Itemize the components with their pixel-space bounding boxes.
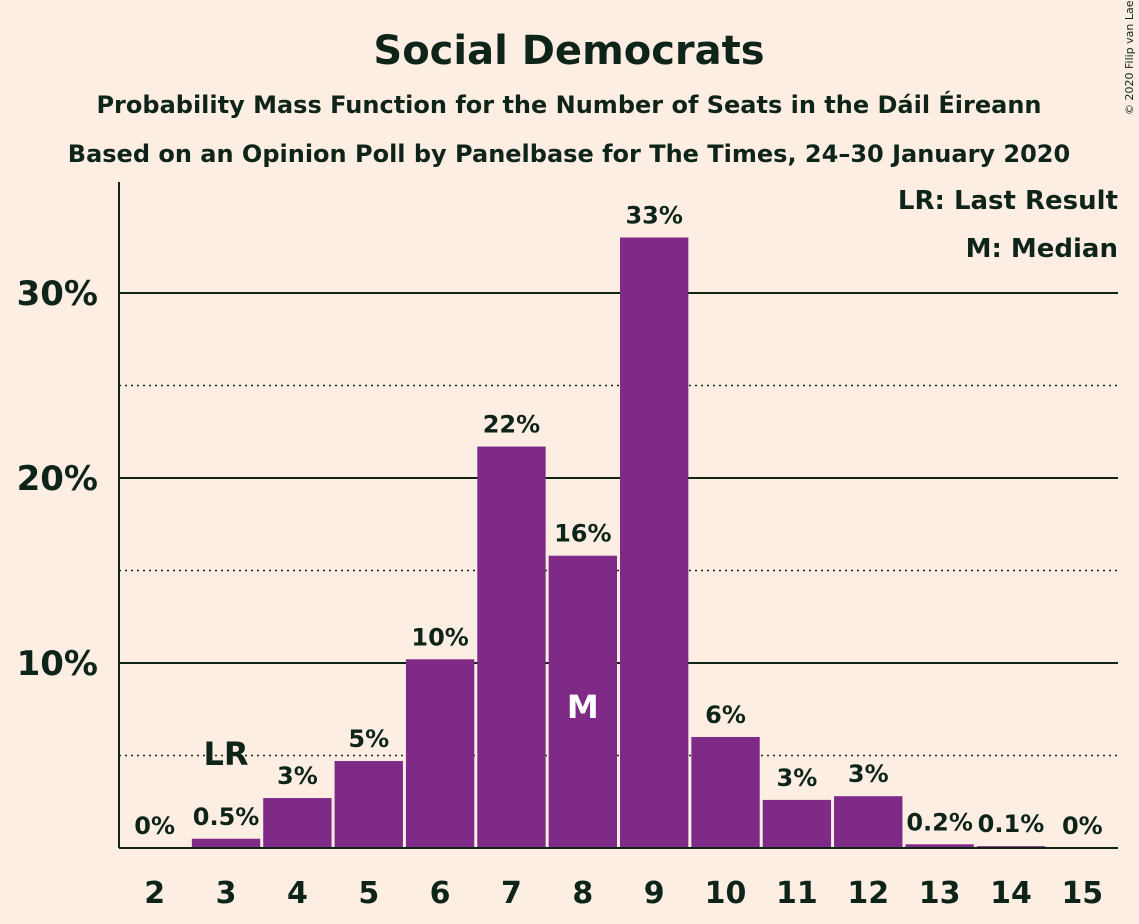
x-tick-label: 8 [572,876,593,911]
bar-seats-8 [548,555,617,848]
bar-seats-5 [334,761,403,848]
x-tick-label: 10 [705,876,747,911]
data-label-seats-9: 33% [625,202,682,230]
last-result-marker: LR [204,735,249,773]
x-tick-label: 5 [358,876,379,911]
x-tick-label: 11 [776,876,818,911]
data-label-seats-4: 3% [277,762,318,790]
x-tick-label: 7 [501,876,522,911]
gridlines: 10% 20% 30% [17,274,1118,757]
bar-seats-12 [834,796,903,848]
x-tick-label: 3 [216,876,237,911]
data-label-seats-6: 10% [411,623,468,651]
data-label-seats-7: 22% [483,411,540,439]
data-label-seats-3: 0.5% [193,803,260,831]
x-tick-label: 9 [644,876,665,911]
legend-median: M: Median [966,234,1118,264]
x-tick-label: 15 [1061,876,1103,911]
x-tick-label: 2 [144,876,165,911]
data-label-seats-15: 0% [1062,812,1103,840]
bar-seats-11 [762,799,832,848]
data-label-seats-13: 0.2% [906,808,973,836]
bar-seats-13 [905,844,974,848]
y-tick-label: 30% [17,274,98,314]
x-tick-label: 4 [287,876,308,911]
copyright-text: © 2020 Filip van Laenen [1123,0,1136,115]
x-tick-label: 13 [919,876,961,911]
bar-seats-10 [691,737,760,848]
bar-seats-9 [620,237,689,848]
chart-subtitle-2: Based on an Opinion Poll by Panelbase fo… [68,140,1070,168]
bars-group [191,237,1046,848]
bar-seats-4 [263,798,332,848]
data-labels-group: 0% 2 0.5% 3 LR 3% 4 5% 5 10% 6 22% 7 16% 8 M 33% 9 6% 10 3% 1… [134,202,1103,912]
y-tick-label: 10% [17,644,98,684]
bar-seats-6 [405,659,475,848]
data-label-seats-8: 16% [554,520,611,548]
bar-seats-3 [191,838,261,848]
data-label-seats-14: 0.1% [978,810,1045,838]
data-label-seats-5: 5% [348,725,389,753]
data-label-seats-11: 3% [777,764,818,792]
data-label-seats-10: 6% [705,701,746,729]
bar-seats-7 [477,446,546,848]
data-label-seats-2: 0% [134,812,175,840]
chart-subtitle: Probability Mass Function for the Number… [96,90,1041,119]
median-marker: M [567,688,599,726]
data-label-seats-12: 3% [848,760,889,788]
legend-last-result: LR: Last Result [898,186,1118,216]
chart-title: Social Democrats [373,28,764,74]
x-tick-label: 14 [990,876,1032,911]
x-tick-label: 12 [847,876,889,911]
axes-group [118,182,1118,849]
y-tick-label: 20% [17,459,98,499]
x-tick-label: 6 [430,876,451,911]
